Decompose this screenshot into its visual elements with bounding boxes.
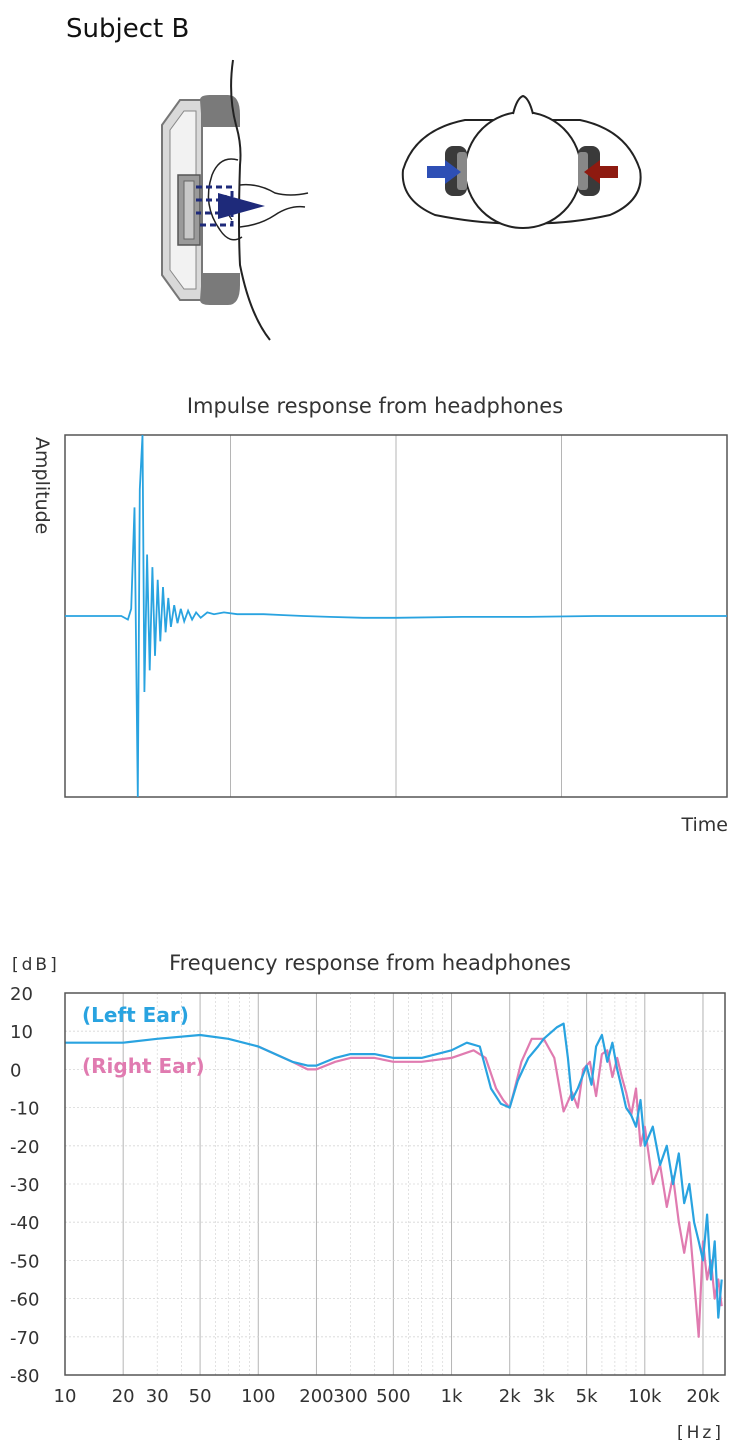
legend-right-ear: (Right Ear)	[82, 1054, 205, 1078]
frequency-x-tick-label: 100	[241, 1386, 275, 1407]
frequency-y-tick-label: -80	[10, 1366, 39, 1387]
frequency-x-tick-label: 30	[146, 1386, 169, 1407]
frequency-series-line-0	[257, 1037, 723, 1338]
frequency-x-tick-label: 200	[299, 1386, 333, 1407]
impulse-grid	[230, 435, 562, 797]
frequency-x-tick-label: 10	[54, 1386, 77, 1407]
frequency-x-tick-label: 20	[112, 1386, 135, 1407]
frequency-y-tick-label: -10	[10, 1099, 39, 1120]
ear-cross-section-illustration	[161, 59, 309, 341]
frequency-x-tick-label: 10k	[628, 1386, 662, 1407]
frequency-response-chart: Frequency response from headphones [dB] …	[10, 951, 726, 1440]
frequency-x-tick-label: 1k	[441, 1386, 463, 1407]
frequency-y-tick-label: 10	[10, 1022, 33, 1043]
frequency-x-tick-label: 50	[189, 1386, 212, 1407]
frequency-x-tick-label: 2k	[499, 1386, 521, 1407]
frequency-x-tick-label: 20k	[686, 1386, 720, 1407]
frequency-y-tick-label: -50	[10, 1251, 39, 1272]
head-top-view-illustration	[401, 94, 642, 229]
frequency-x-tick-label: 3k	[533, 1386, 555, 1407]
frequency-plot-frame	[64, 992, 726, 1376]
frequency-y-tick-label: 0	[10, 1060, 21, 1081]
impulse-series-line	[65, 434, 727, 798]
frequency-series-line-1	[65, 1022, 723, 1319]
frequency-y-tick-label: -40	[10, 1213, 39, 1234]
frequency-y-tick-label: 20	[10, 984, 33, 1005]
right-arrow-icon	[584, 160, 618, 184]
impulse-x-axis-label: Time	[681, 814, 729, 836]
frequency-x-tick-label: 300	[333, 1386, 367, 1407]
legend-left-ear: (Left Ear)	[82, 1003, 189, 1027]
frequency-y-unit-label: [dB]	[12, 955, 60, 975]
frequency-chart-title: Frequency response from headphones	[169, 951, 571, 975]
frequency-x-tick-label: 500	[376, 1386, 410, 1407]
frequency-y-tick-label: -30	[10, 1175, 39, 1196]
impulse-y-axis-label: Amplitude	[31, 437, 53, 534]
frequency-x-tick-label: 5k	[576, 1386, 598, 1407]
frequency-x-unit-label: [Hz]	[677, 1423, 724, 1440]
left-arrow-icon	[427, 160, 461, 184]
frequency-series-lines	[65, 1022, 723, 1338]
frequency-y-tick-label: -60	[10, 1290, 39, 1311]
frequency-y-tick-label: -70	[10, 1328, 39, 1349]
subject-title: Subject B	[66, 14, 190, 44]
frequency-grid	[65, 992, 725, 1376]
impulse-response-chart: Impulse response from headphones Amplitu…	[31, 394, 729, 836]
frequency-y-tick-label: -20	[10, 1137, 39, 1158]
impulse-chart-title: Impulse response from headphones	[187, 394, 563, 418]
